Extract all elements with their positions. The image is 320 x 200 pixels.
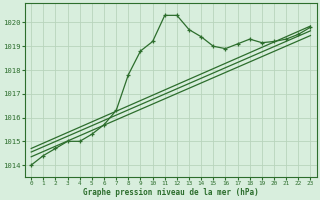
X-axis label: Graphe pression niveau de la mer (hPa): Graphe pression niveau de la mer (hPa): [83, 188, 259, 197]
